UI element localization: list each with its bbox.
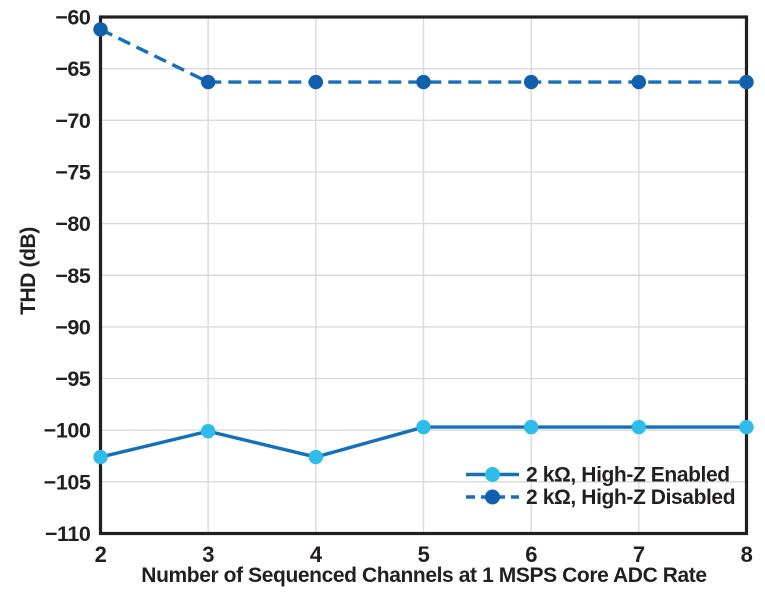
legend-marker-0 <box>485 467 500 482</box>
x-tick-label: 4 <box>310 542 323 567</box>
legend-label-0: 2 kΩ, High-Z Enabled <box>526 464 730 487</box>
x-tick-label: 3 <box>202 542 214 567</box>
y-tick-label: −85 <box>55 264 91 288</box>
y-tick-label: −95 <box>55 367 91 391</box>
axis-frame <box>98 15 749 536</box>
series-marker-1 <box>93 22 108 37</box>
series-marker-0 <box>631 419 647 435</box>
y-tick-label: −105 <box>44 470 91 494</box>
y-tick-label: −70 <box>55 109 91 133</box>
y-axis-title: THD (dB) <box>17 227 40 315</box>
x-axis-title: Number of Sequenced Channels at 1 MSPS C… <box>141 564 707 587</box>
x-tick-label: 7 <box>633 542 645 567</box>
series-marker-0 <box>93 449 108 465</box>
y-tick-label: −80 <box>55 212 91 236</box>
y-tick-label: −65 <box>55 57 91 81</box>
series-marker-0 <box>200 424 216 439</box>
series-marker-0 <box>308 449 324 465</box>
y-tick-label: −75 <box>55 160 91 184</box>
series-marker-1 <box>308 74 324 90</box>
legend-label-1: 2 kΩ, High-Z Disabled <box>526 486 735 509</box>
series-marker-1 <box>200 74 216 90</box>
x-tick-label: 8 <box>741 542 753 567</box>
y-tick-label: −90 <box>55 315 91 339</box>
series-marker-0 <box>739 419 754 435</box>
series-marker-1 <box>416 74 431 90</box>
x-tick-label: 5 <box>418 542 430 567</box>
y-tick-label: −60 <box>55 6 91 30</box>
x-tick-label: 2 <box>95 542 107 567</box>
x-tick-label: 6 <box>525 542 537 567</box>
y-tick-label: −110 <box>45 522 91 546</box>
series-marker-1 <box>523 74 539 90</box>
series-marker-1 <box>631 74 647 90</box>
legend-marker-1 <box>485 489 500 505</box>
y-tick-label: −100 <box>44 419 91 443</box>
series-marker-0 <box>416 419 431 435</box>
series-marker-0 <box>523 419 539 435</box>
series-marker-1 <box>739 74 754 90</box>
